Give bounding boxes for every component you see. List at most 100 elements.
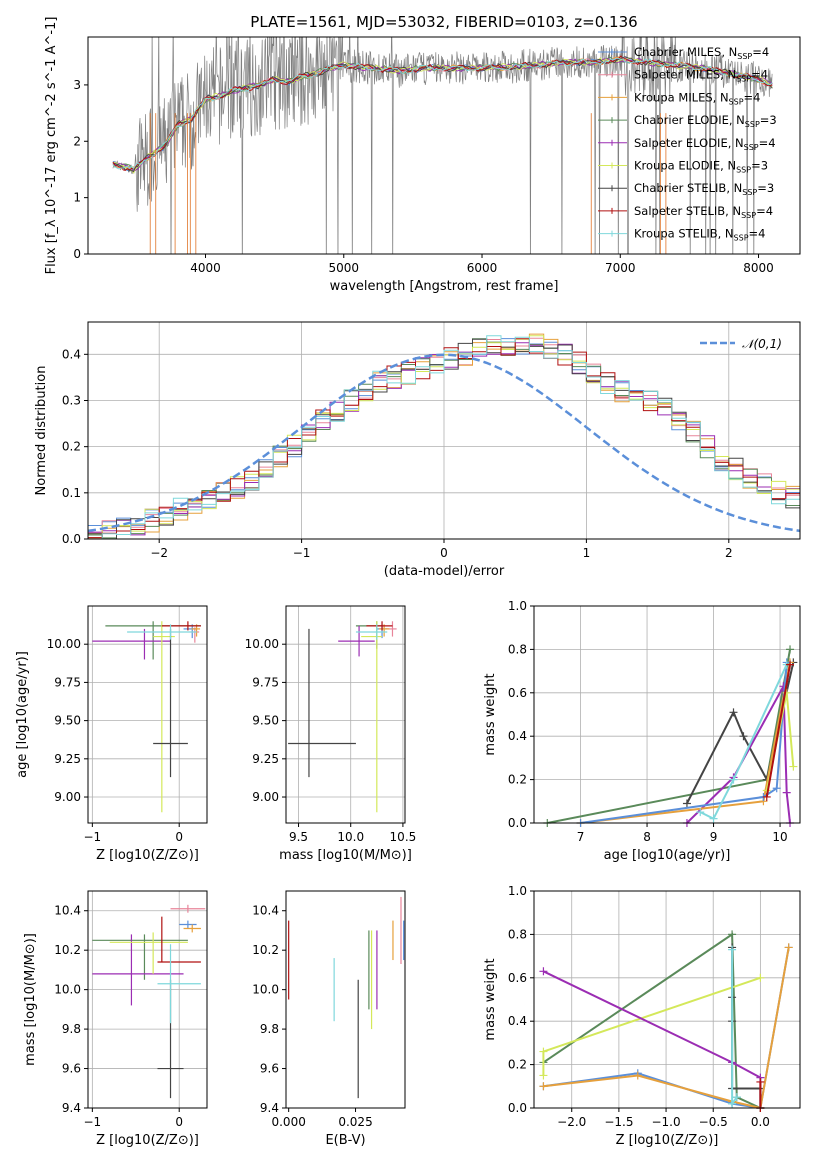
ageZ-axes (84, 606, 207, 827)
ageZ-ytick-label: 9.00 (54, 790, 81, 804)
ageZ-xtick-label: 0 (175, 830, 183, 844)
spectrum-xtick-label: 4000 (190, 261, 221, 275)
residual-histogram-step (88, 338, 800, 539)
mwAge-axes (530, 605, 800, 827)
mwZ-point-marker (728, 945, 737, 954)
massE-xtick-label: 0.000 (271, 1115, 305, 1129)
residuals-ytick-label: 0.4 (62, 347, 81, 361)
mwZ-xtick-label: −2.0 (557, 1115, 586, 1129)
mwZ-point-marker (756, 1077, 765, 1086)
residuals-xtick-label: −2 (150, 546, 168, 560)
mwZ-ylabel: mass weight (483, 958, 498, 1040)
massE-axes (282, 910, 357, 1112)
massE-xlabel: E(B-V) (325, 1133, 365, 1148)
residual-histogram-step (88, 333, 800, 539)
residuals-ylabel: Normed distribution (34, 366, 49, 496)
mwAge-xtick-label: 10 (772, 830, 787, 844)
massZ-ytick-label: 10.2 (54, 943, 81, 957)
mwAge-ylabel: mass weight (483, 673, 498, 755)
mwZ-xtick-label: 0.0 (751, 1115, 770, 1129)
spectrum-model-line (112, 56, 773, 173)
spectrum-model-line (112, 57, 773, 174)
spectrum-axes (84, 84, 760, 258)
residuals-ytick-label: 0.0 (62, 532, 81, 546)
spectrum-ylabel: Flux [f_λ 10^-17 erg cm^-2 s^-1 A^-1] (44, 17, 59, 275)
residuals-frame (87, 321, 801, 540)
spectrum-xtick-label: 5000 (328, 261, 359, 275)
residuals-ytick-label: 0.1 (62, 486, 81, 500)
mwAge-point-marker (696, 808, 705, 817)
spectrum-xlabel: wavelength [Angstrom, rest frame] (330, 279, 559, 294)
massZ-xtick-label: −1 (83, 1115, 101, 1129)
massZ-xlabel: Z [log10(Z/Z⊙)] (96, 1133, 199, 1148)
spectrum-legend-label: Chabrier STELIB, NSSP=3 (634, 181, 774, 197)
massE-ytick-label: 9.4 (260, 1101, 279, 1115)
ageM-ytick-label: 9.75 (252, 675, 279, 689)
residuals-xtick-label: 0 (440, 546, 448, 560)
residuals-xtick-label: 1 (583, 546, 591, 560)
mwZ-point-marker (539, 1082, 548, 1091)
mwAge-point-marker (782, 688, 791, 697)
ageZ-xlabel: Z [log10(Z/Z⊙)] (96, 848, 199, 863)
mwZ-point-marker (539, 1071, 548, 1080)
mwAge-point-marker (682, 799, 691, 808)
massE-xtick-label: 0.025 (338, 1115, 372, 1129)
ageZ-ytick-label: 10.00 (47, 637, 81, 651)
mwAge-point-marker (789, 762, 798, 771)
spectrum-ytick-label: 2 (73, 134, 81, 148)
residual-histogram-step (88, 342, 800, 536)
mwAge-series-line (699, 664, 788, 821)
mwZ-point-marker (539, 1047, 548, 1056)
mwAge-ytick-label: 0.8 (508, 642, 527, 656)
ageM-xlabel: mass [log10(M/M⊙)] (279, 848, 412, 863)
mwAge-xlabel: age [log10(age/yr)] (604, 848, 731, 863)
ageM-axes (282, 606, 405, 827)
spectrum-legend-label: Chabrier MILES, NSSP=4 (634, 45, 769, 61)
mwAge-point-marker (782, 788, 791, 797)
mwAge-xtick-label: 8 (643, 830, 651, 844)
residual-histogram-step (88, 335, 800, 539)
massZ-ytick-label: 9.8 (62, 1022, 81, 1036)
mwZ-point-marker (756, 973, 765, 982)
figure-title: PLATE=1561, MJD=53032, FIBERID=0103, z=0… (250, 13, 638, 31)
ageM-ytick-label: 9.25 (252, 752, 279, 766)
spectrum-legend-label: Salpeter STELIB, NSSP=4 (634, 204, 773, 220)
mwZ-frame (533, 890, 801, 1109)
spectrum-ytick-label: 0 (73, 247, 81, 261)
mwZ-point-marker (784, 943, 793, 952)
mwAge-point-marker (786, 660, 795, 669)
mwAge-point-marker (709, 814, 718, 823)
ageZ-ytick-label: 9.50 (54, 714, 81, 728)
massZ-ytick-label: 10.4 (54, 904, 81, 918)
massZ-xtick-label: 0 (175, 1115, 183, 1129)
ageZ-frame (87, 605, 208, 824)
mwAge-ytick-label: 1.0 (508, 599, 527, 613)
spectrum-legend-label: Kroupa ELODIE, NSSP=3 (634, 159, 768, 175)
massE-ytick-label: 10.0 (252, 983, 279, 997)
massE-ytick-label: 10.4 (252, 904, 279, 918)
residuals-xtick-label: 2 (725, 546, 733, 560)
ageZ-xtick-label: −1 (83, 830, 101, 844)
massZ-frame (87, 890, 208, 1109)
mwAge-series-line (580, 662, 788, 823)
mwZ-point-marker (728, 930, 737, 939)
spectrum-data-line (112, 37, 773, 254)
mwAge-xtick-label: 9 (710, 830, 718, 844)
mwAge-ytick-label: 0.6 (508, 686, 527, 700)
ageM-xtick-label: 10.5 (390, 830, 417, 844)
massE-ytick-label: 9.6 (260, 1062, 279, 1076)
spectrum-legend-label: Chabrier ELODIE, NSSP=3 (634, 113, 777, 129)
mwAge-ytick-label: 0.0 (508, 816, 527, 830)
mwZ-xlabel: Z [log10(Z/Z⊙)] (616, 1133, 719, 1148)
massZ-ylabel: mass [log10(M/M⊙)] (23, 933, 38, 1066)
massE-ytick-label: 9.8 (260, 1022, 279, 1036)
gaussian-curve (88, 353, 800, 533)
mwAge-point-marker (762, 792, 771, 801)
massE-frame (285, 890, 406, 1109)
ageM-xtick-label: 10.0 (337, 830, 364, 844)
spectrum-xtick-label: 8000 (743, 261, 774, 275)
ageZ-ytick-label: 9.75 (54, 675, 81, 689)
mwZ-xtick-label: −1.5 (604, 1115, 633, 1129)
mwAge-point-marker (772, 784, 781, 793)
